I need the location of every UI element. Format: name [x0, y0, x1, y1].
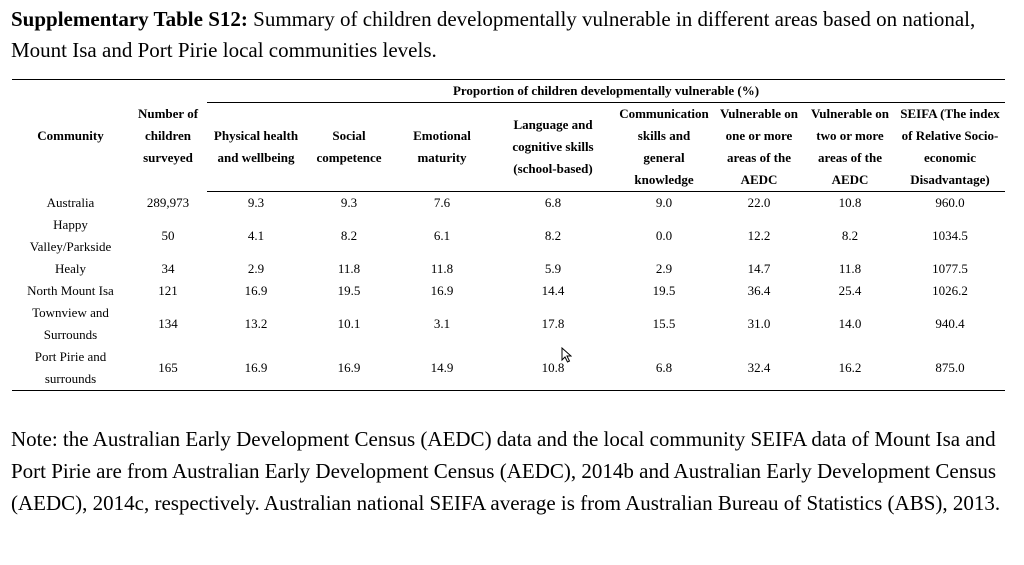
cell-emotional: 14.9 [393, 346, 491, 391]
cell-seifa: 960.0 [935, 195, 965, 210]
col-community: Community [12, 79, 129, 192]
cell-communication: 9.0 [655, 195, 673, 210]
cell-community: Healy [54, 261, 87, 276]
table-caption: Supplementary Table S12: Summary of chil… [11, 4, 1011, 66]
cell-two-or-more: 11.8 [838, 261, 862, 276]
vulnerability-table: Community Number of children surveyed Pr… [12, 79, 1005, 391]
cell-physical: 2.9 [247, 261, 265, 276]
cell-seifa: 1026.2 [932, 283, 968, 298]
mouse-cursor-icon [561, 347, 572, 363]
cell-social: 8.2 [340, 228, 358, 243]
cell-social: 19.5 [337, 283, 361, 298]
cell-surveyed: 165 [129, 346, 207, 391]
col-emotional: Emotional maturity [393, 102, 491, 192]
cell-two-or-more: 14.0 [838, 316, 862, 331]
table-row: Australia 289,973 9.3 9.3 7.6 6.8 9.0 22… [12, 192, 1005, 215]
table-row: Townview and Surrounds 134 13.2 10.1 3.1… [12, 302, 1005, 346]
cell-one-or-more: 14.7 [747, 261, 771, 276]
col-communication: Communication skills and general knowled… [615, 102, 713, 192]
cell-physical: 4.1 [247, 228, 265, 243]
cell-language: 8.2 [544, 228, 562, 243]
cell-emotional: 11.8 [430, 261, 454, 276]
table-row: North Mount Isa 121 16.9 19.5 16.9 14.4 … [12, 280, 1005, 302]
table-row: Port Pirie and surrounds 165 16.9 16.9 1… [12, 346, 1005, 391]
cell-communication: 19.5 [652, 283, 676, 298]
caption-label: Supplementary Table S12: [11, 7, 248, 31]
table-row: Happy Valley/Parkside 50 4.1 8.2 6.1 8.2… [12, 214, 1005, 258]
cell-surveyed: 289,973 [146, 194, 190, 210]
cell-seifa: 1034.5 [932, 228, 968, 243]
cell-community: Townview and Surrounds [32, 305, 109, 342]
col-seifa: SEIFA (The index of Relative Socio-econo… [895, 102, 1005, 192]
cell-seifa: 940.4 [935, 316, 965, 331]
cell-language: 10.8 [491, 346, 615, 391]
cell-two-or-more: 25.4 [838, 283, 862, 298]
cell-physical: 16.9 [207, 346, 305, 391]
cell-surveyed: 121 [158, 283, 178, 298]
cell-one-or-more: 12.2 [747, 228, 771, 243]
cell-one-or-more: 22.0 [747, 195, 771, 210]
caption-text: Summary of children developmentally vuln… [11, 7, 976, 62]
cell-two-or-more: 8.2 [841, 228, 859, 243]
table-row: Healy 34 2.9 11.8 11.8 5.9 2.9 14.7 11.8… [12, 258, 1005, 280]
cell-surveyed: 134 [158, 316, 178, 331]
cell-two-or-more: 16.2 [805, 346, 895, 391]
cell-surveyed: 50 [161, 228, 175, 243]
cell-emotional: 16.9 [430, 283, 454, 298]
cell-language: 17.8 [541, 316, 565, 331]
cell-community: Happy Valley/Parkside [29, 217, 112, 254]
cell-communication: 6.8 [615, 346, 713, 391]
cell-social: 10.1 [337, 316, 361, 331]
cell-communication: 2.9 [655, 261, 673, 276]
table-note: Note: the Australian Early Development C… [11, 427, 1001, 515]
cell-physical: 13.2 [244, 316, 268, 331]
cell-seifa: 875.0 [895, 346, 1005, 391]
col-language: Language and cognitive skills (school-ba… [491, 102, 615, 192]
cell-one-or-more: 36.4 [747, 283, 771, 298]
cell-community: Port Pirie and surrounds [12, 346, 129, 391]
cell-seifa: 1077.5 [932, 261, 968, 276]
cell-social: 9.3 [340, 195, 358, 210]
cell-emotional: 6.1 [433, 228, 451, 243]
cell-emotional: 7.6 [433, 195, 451, 210]
cell-language: 5.9 [544, 261, 562, 276]
cell-emotional: 3.1 [433, 316, 451, 331]
cell-one-or-more: 32.4 [713, 346, 805, 391]
cell-social: 11.8 [337, 261, 361, 276]
cell-physical: 9.3 [247, 195, 265, 210]
cell-communication: 0.0 [655, 228, 673, 243]
cell-language: 6.8 [544, 195, 562, 210]
col-one-or-more: Vulnerable on one or more areas of the A… [713, 102, 805, 192]
cell-one-or-more: 31.0 [747, 316, 771, 331]
cell-language: 14.4 [541, 283, 565, 298]
cell-social: 16.9 [305, 346, 393, 391]
col-social: Social competence [305, 102, 393, 192]
col-physical: Physical health and wellbeing [207, 102, 305, 192]
cell-community: North Mount Isa [27, 283, 114, 298]
cell-surveyed: 34 [161, 261, 175, 276]
cell-two-or-more: 10.8 [838, 195, 862, 210]
cell-physical: 16.9 [244, 283, 268, 298]
cell-communication: 15.5 [652, 316, 676, 331]
cell-community: Australia [46, 194, 95, 210]
group-header: Proportion of children developmentally v… [207, 79, 1005, 103]
col-two-or-more: Vulnerable on two or more areas of the A… [805, 102, 895, 192]
col-surveyed: Number of children surveyed [129, 79, 207, 192]
